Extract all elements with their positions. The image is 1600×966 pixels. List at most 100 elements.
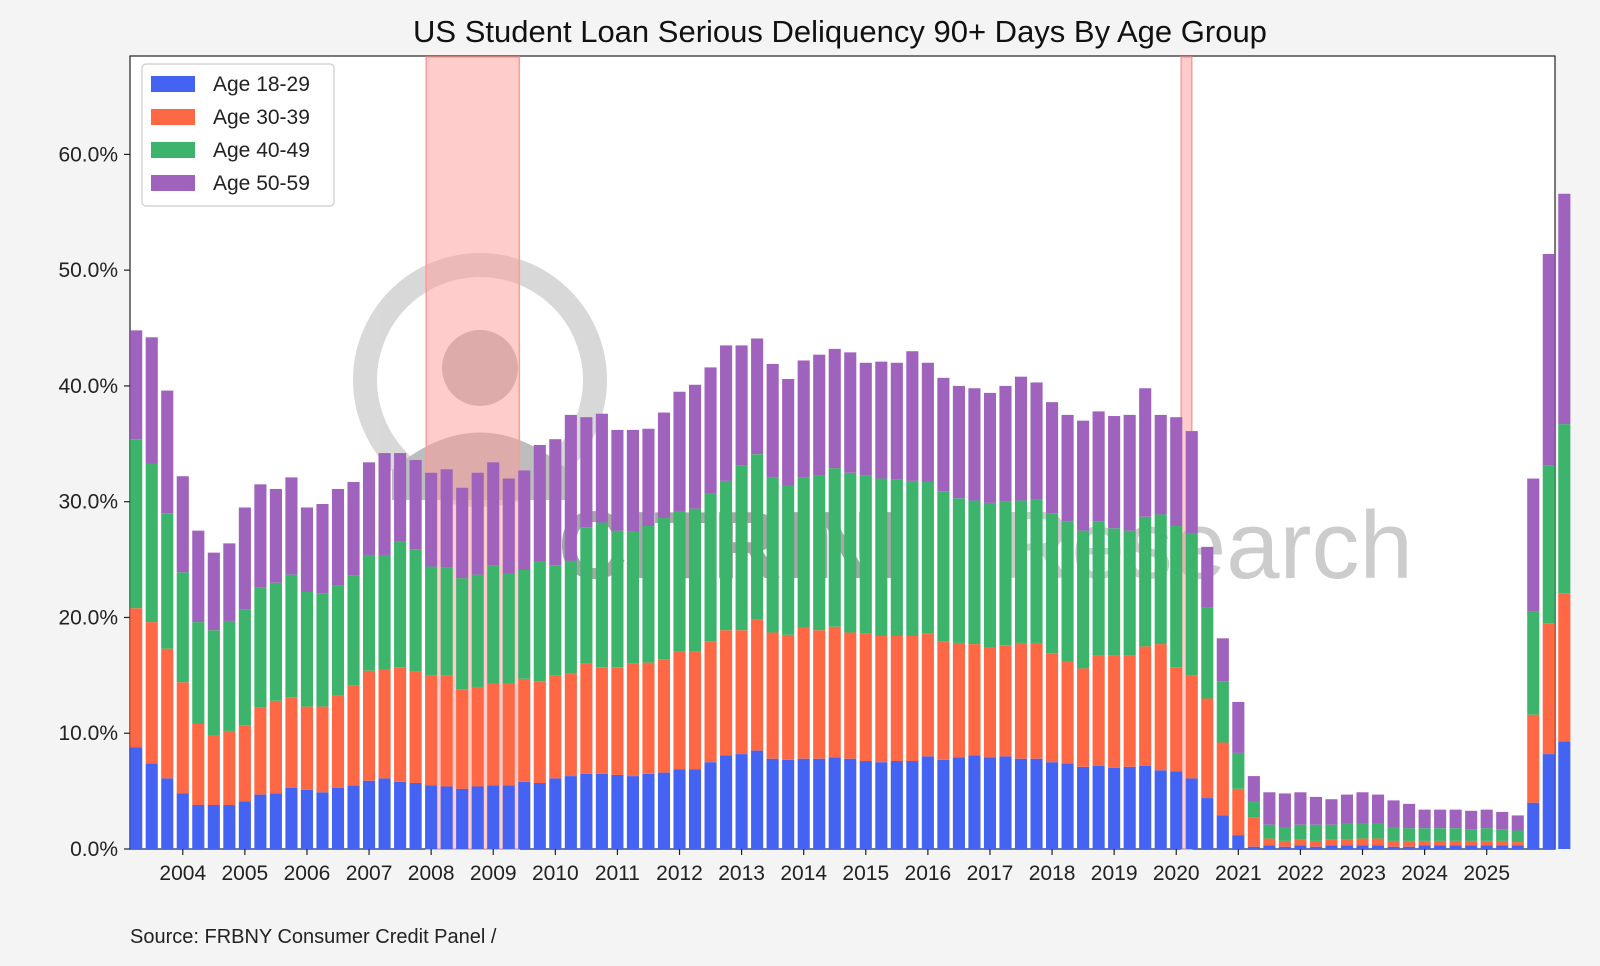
bar-segment — [611, 774, 624, 849]
bar-segment — [890, 635, 903, 762]
bar-segment — [595, 413, 608, 523]
bar-segment — [813, 354, 826, 476]
bar-segment — [533, 561, 546, 682]
bar-segment — [1340, 845, 1354, 849]
bar-segment — [595, 522, 608, 668]
bar-segment — [1403, 840, 1416, 847]
bar-segment — [611, 667, 624, 775]
bar-segment — [1014, 642, 1028, 759]
bar-segment — [192, 805, 205, 849]
bar-segment — [130, 439, 143, 609]
bar-segment — [456, 788, 469, 849]
x-axis: 2004 2005 2006 2007 2008 2009 2010 2011 2012 2013… — [159, 849, 1510, 885]
bar-segment — [564, 673, 577, 777]
bar-segment — [440, 786, 453, 849]
bar-segment — [518, 470, 531, 571]
bar-segment — [1511, 845, 1524, 849]
bar-segment — [394, 541, 407, 668]
bar-segment — [937, 377, 950, 492]
x-tick-label: 2012 — [656, 862, 703, 885]
bar-segment — [952, 498, 965, 643]
bar-segment — [471, 472, 484, 575]
bar-segment — [704, 762, 717, 849]
bar-segment — [1418, 828, 1431, 841]
bar-segment — [580, 663, 593, 774]
bar-segment — [611, 530, 624, 668]
bar-segment — [1061, 521, 1074, 662]
bar-segment — [1403, 828, 1416, 841]
bar-segment — [1263, 792, 1276, 825]
x-tick-label: 2007 — [346, 862, 393, 885]
bar-segment — [192, 723, 205, 806]
bar-segment — [1511, 842, 1524, 846]
y-tick-label: 30.0% — [58, 491, 118, 514]
bar-segment — [580, 417, 593, 528]
bar-segment — [518, 678, 531, 782]
bar-segment — [362, 780, 376, 849]
legend-label: Age 50-59 — [213, 172, 310, 195]
bar-segment — [223, 620, 236, 731]
bar-segment — [999, 501, 1012, 646]
bar-segment — [362, 670, 376, 781]
bar-segment — [316, 706, 329, 793]
bar-segment — [347, 785, 360, 849]
bar-segment — [720, 345, 733, 481]
bar-segment — [378, 554, 391, 670]
bar-segment — [1325, 824, 1338, 840]
bar-segment — [1139, 765, 1152, 849]
bar-segment — [1030, 758, 1043, 849]
bar-segment — [378, 669, 391, 779]
y-tick-label: 60.0% — [58, 143, 118, 166]
chart-title: US Student Loan Serious Deliquency 90+ D… — [413, 14, 1267, 49]
bars-group — [130, 193, 1571, 849]
bar-segment — [456, 689, 469, 789]
bar-segment — [1170, 417, 1183, 527]
bar-segment — [999, 645, 1012, 757]
bar-segment — [673, 651, 686, 770]
bar-segment — [487, 683, 500, 786]
bar-segment — [673, 769, 686, 849]
bar-segment — [1480, 845, 1493, 849]
bar-segment — [1294, 839, 1307, 846]
bar-segment — [1123, 414, 1136, 531]
bar-segment — [657, 659, 671, 773]
bar-segment — [968, 644, 981, 756]
bar-segment — [875, 635, 888, 763]
legend-label: Age 18-29 — [213, 73, 310, 96]
bar-segment — [1294, 792, 1307, 825]
bar-segment — [766, 363, 779, 478]
bar-segment — [642, 428, 655, 527]
bar-segment — [1356, 823, 1369, 839]
bar-segment — [269, 700, 282, 794]
legend: Age 18-29 Age 30-39 Age 40-49 Age 50-59 — [141, 63, 335, 207]
bar-segment — [362, 462, 376, 555]
x-tick-label: 2009 — [470, 862, 517, 885]
legend-label: Age 40-49 — [213, 139, 310, 162]
bar-segment — [782, 378, 795, 486]
bar-segment — [844, 472, 857, 633]
bar-segment — [1340, 839, 1354, 846]
bar-segment — [176, 476, 189, 573]
bar-segment — [1294, 845, 1307, 849]
x-tick-label: 2011 — [595, 862, 640, 885]
bar-segment — [1542, 754, 1555, 849]
bar-segment — [1480, 840, 1493, 846]
bar-segment — [688, 508, 702, 652]
bar-segment — [1263, 845, 1276, 849]
legend-box — [141, 63, 335, 207]
bar-segment — [1278, 840, 1291, 847]
bar-segment — [145, 763, 158, 849]
bar-segment — [859, 362, 872, 476]
bar-segment — [828, 626, 841, 758]
bar-segment — [720, 755, 733, 849]
bar-segment — [704, 641, 717, 763]
bar-segment — [456, 578, 469, 690]
bar-segment — [1558, 741, 1571, 849]
bar-segment — [626, 663, 639, 777]
bar-segment — [1139, 388, 1152, 517]
bar-segment — [766, 758, 779, 849]
bar-segment — [1139, 646, 1152, 766]
bar-segment — [1046, 513, 1059, 654]
bar-segment — [580, 773, 593, 849]
bar-segment — [1340, 794, 1354, 824]
